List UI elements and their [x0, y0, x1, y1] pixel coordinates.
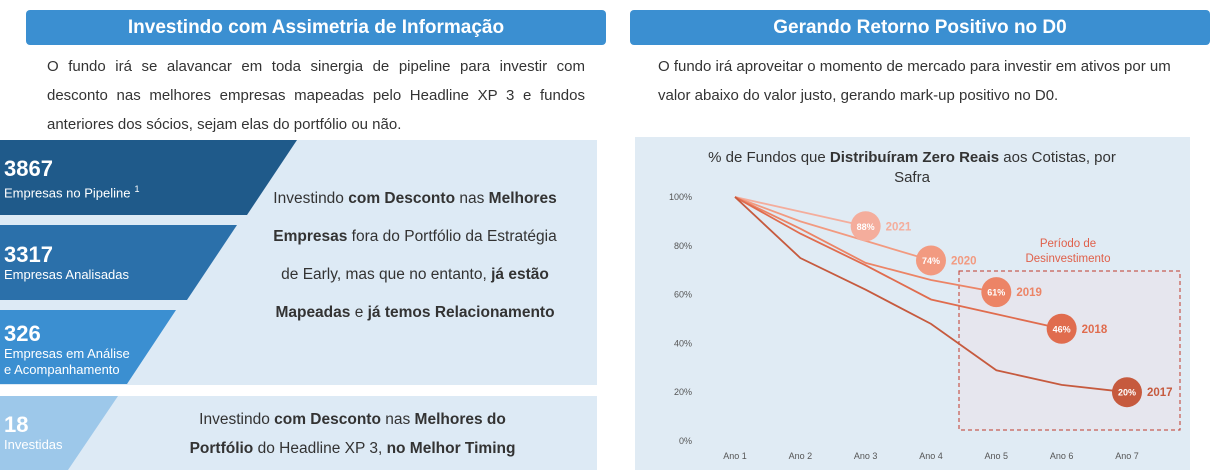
text-segment: Empresas	[273, 228, 348, 245]
y-tick-label: 20%	[674, 387, 692, 397]
end-marker	[1046, 313, 1077, 344]
header: Investindo com Assimetria de Informação	[26, 10, 606, 45]
funnel-band	[0, 396, 118, 470]
chart-title: % de Fundos que Distribuíram Zero Reais …	[692, 148, 1132, 188]
y-tick-label: 0%	[679, 436, 692, 446]
paragraph: O fundo irá aproveitar o momento de merc…	[658, 58, 1171, 104]
text-line: Investindo com Desconto nas Melhores do	[140, 405, 565, 434]
x-tick-label: Ano 2	[789, 451, 813, 461]
text-segment: nas	[380, 411, 415, 428]
funnel-item: 18 Investidas	[4, 413, 204, 453]
value-label: 74%	[922, 256, 940, 266]
series-line	[734, 196, 932, 262]
header: Gerando Retorno Positivo no D0	[630, 10, 1210, 45]
end-marker	[850, 211, 881, 242]
text-segment: do Headline XP 3,	[253, 440, 387, 457]
funnel-number: 3317	[4, 242, 53, 267]
value-label: 46%	[1053, 324, 1071, 334]
text-line: de Early, mas que no entanto, já estão	[235, 256, 595, 294]
text-line: Investindo com Desconto nas Melhores	[235, 180, 595, 218]
text-line: Portfólio do Headline XP 3, no Melhor Ti…	[140, 434, 565, 463]
funnel-item: 326 Empresas em Análise e Acompanhamento	[4, 322, 204, 378]
text-segment: Portfólio	[189, 440, 254, 457]
text-segment: já temos Relacionamento	[367, 304, 555, 321]
text-segment: já estão	[491, 266, 549, 283]
funnel-label: Empresas no Pipeline 1	[4, 184, 140, 201]
series-label: 2017	[1147, 387, 1173, 399]
funnel-band	[0, 225, 237, 300]
x-tick-label: Ano 4	[919, 451, 943, 461]
x-tick-label: Ano 1	[723, 451, 747, 461]
funnel-label: Empresas em Análise	[4, 346, 130, 361]
paragraph: O fundo irá se alavancar em toda sinergi…	[47, 58, 585, 133]
series-line	[734, 196, 997, 294]
funnel-item: 3867 Empresas no Pipeline 1	[4, 157, 204, 201]
end-marker	[981, 277, 1012, 308]
x-tick-label: Ano 5	[985, 451, 1009, 461]
series-label: 2021	[886, 221, 912, 233]
value-label: 20%	[1118, 388, 1136, 398]
text-segment: de Early, mas que no entanto,	[281, 266, 492, 283]
annotation: Período de Desinvestimento	[1025, 238, 1111, 265]
x-tick-label: Ano 3	[854, 451, 878, 461]
text-segment: Investindo	[273, 190, 349, 207]
text-segment: nas	[455, 190, 489, 207]
text-box: Investindo com Desconto nas Melhores do P…	[140, 405, 565, 463]
y-tick-label: 80%	[674, 241, 692, 251]
text-segment: e	[350, 304, 368, 321]
end-marker	[1111, 377, 1142, 408]
series-label: 2019	[1016, 287, 1042, 299]
series-label: 2018	[1082, 324, 1108, 336]
y-tick-label: 100%	[669, 192, 692, 202]
funnel-label: Investidas	[4, 437, 63, 452]
text-segment: com Desconto	[348, 190, 456, 207]
footnote-mark: 1	[134, 184, 140, 194]
y-tick-label: 40%	[674, 338, 692, 348]
funnel-item: 3317 Empresas Analisadas	[4, 243, 204, 283]
text-segment: Melhores do	[414, 411, 506, 428]
text-box: Investindo com Desconto nas Melhores Empr…	[235, 180, 595, 332]
series-label: 2020	[951, 255, 977, 267]
funnel-label: Empresas Analisadas	[4, 267, 130, 282]
series-line	[734, 196, 866, 228]
funnel-number: 326	[4, 321, 41, 346]
funnel-number: 18	[4, 412, 29, 437]
text-segment: Melhores	[488, 190, 557, 207]
series-line	[734, 196, 1062, 330]
text-segment: Investindo	[199, 411, 275, 428]
text-line: Empresas fora do Portfólio da Estratégia	[235, 218, 595, 256]
x-tick-label: Ano 7	[1115, 451, 1139, 461]
value-label: 88%	[857, 222, 875, 232]
text-line: Mapeadas e já temos Relacionamento	[235, 294, 595, 332]
text-segment: fora do Portfólio da Estratégia	[347, 228, 557, 245]
title-segment: Distribuíram Zero Reais	[829, 149, 1000, 166]
funnel-number: 3867	[4, 156, 53, 181]
series-line	[734, 196, 1128, 394]
end-marker	[915, 245, 946, 276]
title-segment: % de Fundos que	[708, 149, 830, 166]
value-label: 61%	[987, 288, 1005, 298]
funnel-band	[0, 310, 176, 384]
text-segment: Mapeadas	[275, 304, 351, 321]
funnel-band	[0, 140, 297, 215]
text-segment: no Melhor Timing	[386, 440, 516, 457]
y-tick-label: 60%	[674, 290, 692, 300]
title-segment: aos Cotistas, por Safra	[894, 149, 1116, 186]
funnel-label: e Acompanhamento	[4, 362, 120, 377]
text-segment: com Desconto	[274, 411, 381, 428]
x-tick-label: Ano 6	[1050, 451, 1074, 461]
